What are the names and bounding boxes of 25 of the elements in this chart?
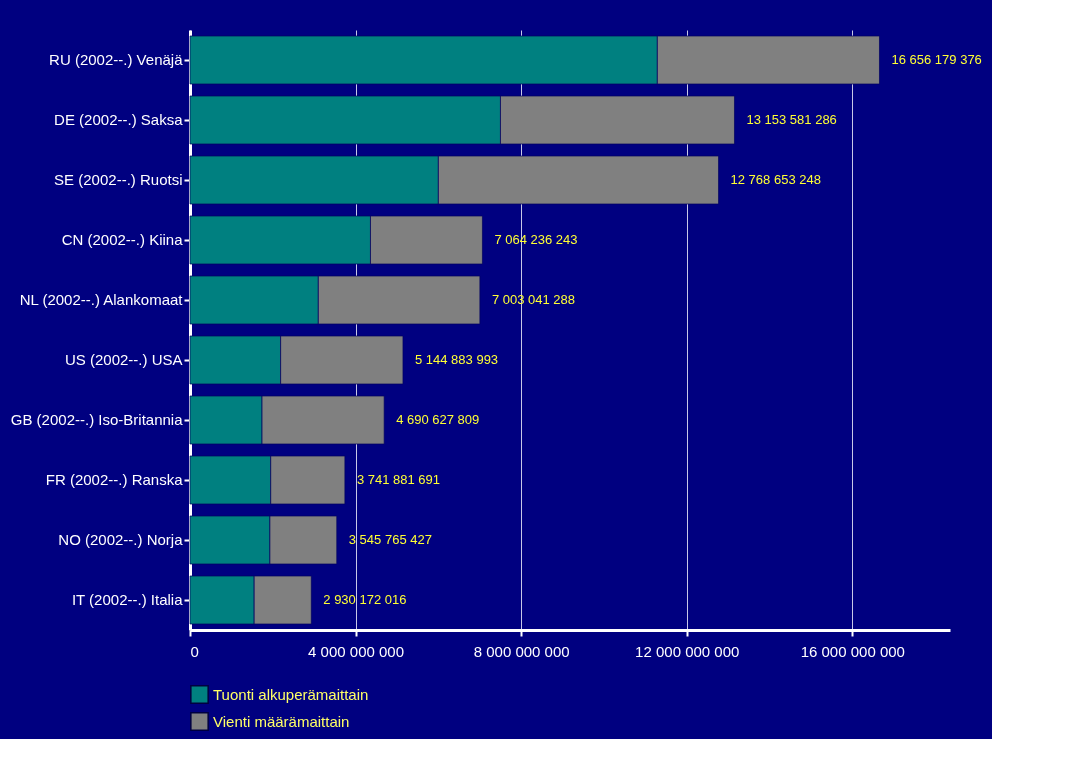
total-label: 13 153 581 286 xyxy=(746,112,837,127)
y-tick-label: CN (2002--.) Kiina xyxy=(61,231,184,248)
x-tick-label: 0 xyxy=(190,642,199,660)
total-label: 5 144 883 993 xyxy=(414,352,499,367)
total-label: 16 656 179 376 xyxy=(891,52,982,67)
y-tick-label: IT (2002--.) Italia xyxy=(71,591,184,608)
y-tick-label: FR (2002--.) Ranska xyxy=(45,471,184,488)
y-tick-label: US (2002--.) USA xyxy=(64,351,183,368)
y-tick-label: RU (2002--.) Venäjä xyxy=(49,51,184,68)
total-label: 4 690 627 809 xyxy=(396,412,480,427)
x-tick-label: 8 000 000 000 xyxy=(473,642,570,660)
total-label: 3 741 881 691 xyxy=(356,472,441,487)
y-tick-label: NO (2002--.) Norja xyxy=(58,531,184,548)
legend-label: Tuonti alkuperämaittain xyxy=(213,685,369,703)
y-tick-label: NL (2002--.) Alankomaat xyxy=(19,291,184,308)
x-tick-label: 12 000 000 000 xyxy=(635,642,740,660)
x-tick-label: 16 000 000 000 xyxy=(800,642,905,660)
total-label: 3 545 765 427 xyxy=(348,532,432,547)
y-tick-label: SE (2002--.) Ruotsi xyxy=(54,171,183,188)
x-tick-label: 4 000 000 000 xyxy=(308,642,405,660)
total-label: 2 930 172 016 xyxy=(323,592,407,607)
y-tick-label: DE (2002--.) Saksa xyxy=(54,111,184,128)
legend-label: Vienti määrämaittain xyxy=(213,712,350,730)
y-tick-label: GB (2002--.) Iso-Britannia xyxy=(10,411,184,428)
total-label: 12 768 653 248 xyxy=(730,172,821,187)
